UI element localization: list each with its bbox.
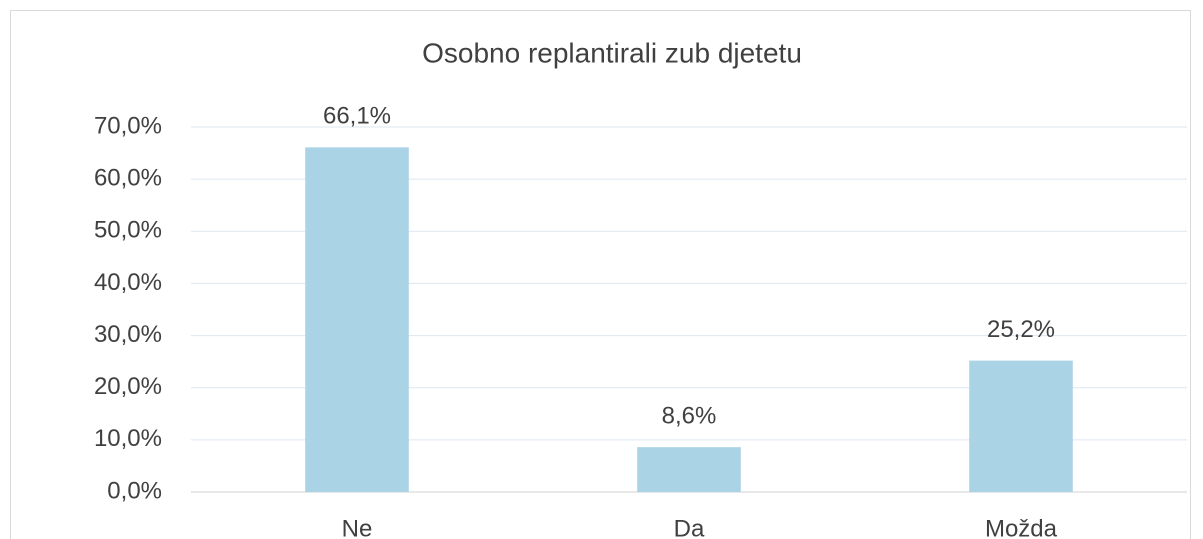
x-tick-label: Ne [342,515,373,539]
x-tick-label: Možda [985,515,1058,539]
y-tick-label: 0,0% [107,477,162,504]
y-tick-label: 40,0% [94,269,162,296]
y-tick-label: 70,0% [94,112,162,139]
bar [637,447,741,492]
x-tick-label: Da [674,515,705,539]
y-tick-label: 30,0% [94,321,162,348]
y-tick-label: 50,0% [94,217,162,244]
y-tick-label: 60,0% [94,164,162,191]
bar [305,147,409,493]
bar [969,360,1073,492]
chart-title: Osobno replantirali zub djetetu [422,37,802,68]
y-tick-label: 10,0% [94,425,162,452]
value-label: 25,2% [987,316,1055,343]
value-label: 8,6% [662,403,717,430]
value-label: 66,1% [323,103,391,130]
y-tick-label: 20,0% [94,373,162,400]
